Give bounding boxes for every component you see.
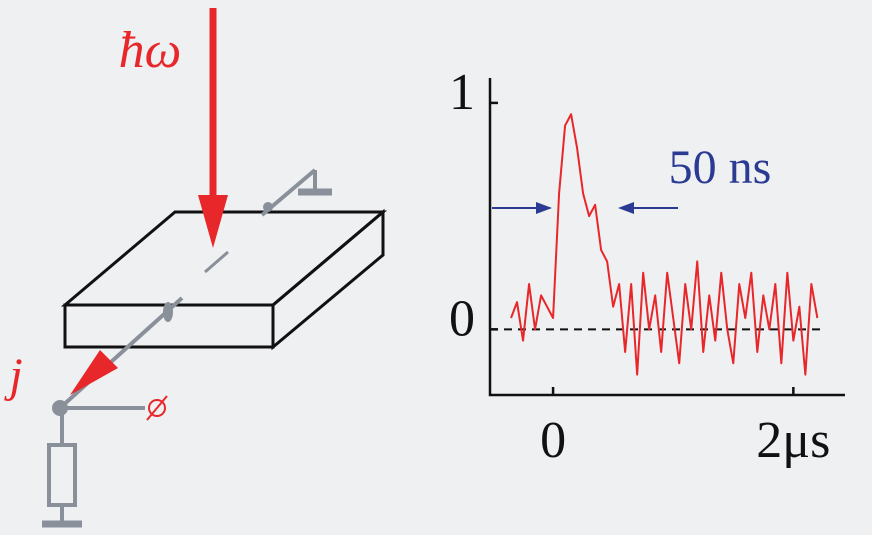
x-tick-label: 2μs [756, 412, 830, 469]
contact [163, 302, 173, 322]
annotation: 50 ns [669, 141, 772, 194]
y-tick-label: 1 [449, 64, 475, 121]
figure: ħω j 50 ns 0102μs [0, 0, 872, 535]
photon-label: ħω [119, 22, 182, 79]
page: ħω j 50 ns 0102μs (() => { const data = … [0, 0, 872, 535]
background [0, 0, 872, 535]
y-tick-label: 0 [449, 290, 475, 347]
contact [263, 202, 273, 212]
x-tick-label: 0 [540, 412, 566, 469]
